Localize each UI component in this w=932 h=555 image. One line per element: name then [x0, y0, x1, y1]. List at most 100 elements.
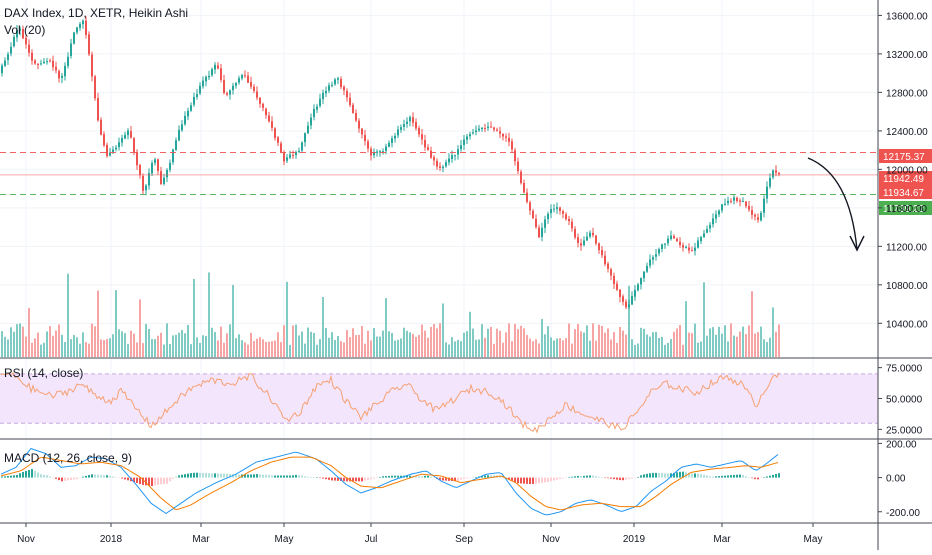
- macd-histogram-bar: [181, 474, 183, 478]
- candle-body: [196, 94, 198, 98]
- macd-histogram-bar: [331, 477, 333, 481]
- volume-bar: [400, 338, 402, 357]
- volume-bar: [349, 337, 351, 357]
- macd-histogram-bar: [766, 476, 768, 478]
- macd-histogram-bar: [445, 477, 447, 481]
- volume-bar: [262, 339, 264, 357]
- macd-histogram-bar: [745, 476, 747, 478]
- candle-body: [724, 203, 726, 206]
- candle-body: [739, 200, 741, 202]
- volume-bar: [424, 330, 426, 357]
- volume-bar: [256, 338, 258, 357]
- candle-body: [37, 64, 39, 66]
- volume-bar: [328, 337, 330, 357]
- candle-body: [715, 214, 717, 219]
- candle-body: [565, 214, 567, 220]
- volume-bar: [133, 333, 135, 357]
- volume-bar: [418, 335, 420, 357]
- volume-bar: [625, 334, 627, 357]
- volume-bar: [19, 323, 21, 357]
- volume-bar: [103, 340, 105, 357]
- candle-body: [484, 127, 486, 129]
- candle-body: [337, 78, 339, 80]
- macd-histogram-bar: [178, 475, 180, 478]
- macd-histogram-bar: [22, 471, 24, 478]
- candle-body: [55, 66, 57, 71]
- macd-histogram-bar: [544, 477, 546, 483]
- macd-histogram-bar: [106, 475, 108, 478]
- volume-bar: [463, 332, 465, 357]
- candle-body: [439, 166, 441, 168]
- candle-body: [94, 76, 96, 99]
- macd-histogram-bar: [652, 472, 654, 478]
- macd-histogram-bar: [322, 477, 324, 479]
- macd-histogram-bar: [520, 477, 522, 484]
- macd-histogram-bar: [622, 477, 624, 481]
- macd-histogram-bar: [169, 477, 171, 482]
- volume-bar: [637, 343, 639, 357]
- volume-bar: [367, 330, 369, 357]
- volume-bar: [508, 323, 510, 357]
- macd-histogram-bar: [586, 475, 588, 478]
- macd-histogram-bar: [772, 474, 774, 478]
- volume-bar: [31, 342, 33, 357]
- macd-histogram-bar: [196, 472, 198, 478]
- volume-bar: [292, 325, 294, 357]
- macd-histogram-bar: [31, 469, 33, 478]
- candle-body: [181, 124, 183, 131]
- candle-body: [517, 161, 519, 172]
- candle-body: [352, 104, 354, 114]
- macd-histogram-bar: [76, 477, 78, 479]
- volume-bar: [661, 336, 663, 357]
- macd-histogram-bar: [661, 473, 663, 478]
- volume-bar: [259, 337, 261, 357]
- candle-body: [133, 138, 135, 153]
- candle-body: [637, 284, 639, 291]
- macd-histogram-bar: [754, 477, 756, 480]
- volume-bar: [394, 340, 396, 357]
- macd-histogram-bar: [13, 475, 15, 478]
- volume-bar: [73, 335, 75, 357]
- macd-histogram-bar: [376, 477, 378, 479]
- volume-bar: [454, 341, 456, 357]
- candle-body: [397, 129, 399, 136]
- macd-histogram-bar: [553, 477, 555, 481]
- candle-body: [682, 245, 684, 248]
- macd-histogram-bar: [334, 477, 336, 481]
- macd-histogram-bar: [550, 477, 552, 482]
- volume-bar: [670, 338, 672, 357]
- volume-bar: [385, 298, 387, 357]
- macd-histogram-bar: [637, 477, 639, 478]
- macd-histogram-bar: [328, 477, 330, 480]
- candle-body: [157, 159, 159, 171]
- macd-histogram-bar: [421, 476, 423, 478]
- macd-histogram-bar: [682, 471, 684, 478]
- volume-bar: [763, 339, 765, 357]
- volume-bar: [187, 324, 189, 357]
- candle-body: [76, 27, 78, 33]
- volume-bar: [382, 330, 384, 357]
- volume-bar: [415, 336, 417, 357]
- macd-histogram-bar: [16, 474, 18, 478]
- candle-body: [235, 83, 237, 86]
- arrow-head: [849, 235, 865, 252]
- macd-histogram-bar: [352, 477, 354, 482]
- rsi-tick-label: 75.0000: [886, 364, 923, 375]
- candle-body: [733, 197, 735, 201]
- macd-histogram-bar: [304, 476, 306, 478]
- volume-bar: [523, 328, 525, 357]
- candle-body: [388, 142, 390, 147]
- volume-bar: [22, 326, 24, 357]
- volume-bar: [340, 341, 342, 357]
- candle-body: [274, 128, 276, 138]
- time-tick-label: May: [275, 534, 294, 545]
- macd-histogram-bar: [706, 475, 708, 478]
- candle-body: [547, 213, 549, 220]
- grid-lines: [0, 0, 878, 522]
- volume-bar: [184, 333, 186, 357]
- volume-bar: [76, 337, 78, 357]
- candle-body: [7, 54, 9, 61]
- candle-body: [10, 46, 12, 54]
- volume-bar: [442, 303, 444, 357]
- volume-bar: [85, 342, 87, 357]
